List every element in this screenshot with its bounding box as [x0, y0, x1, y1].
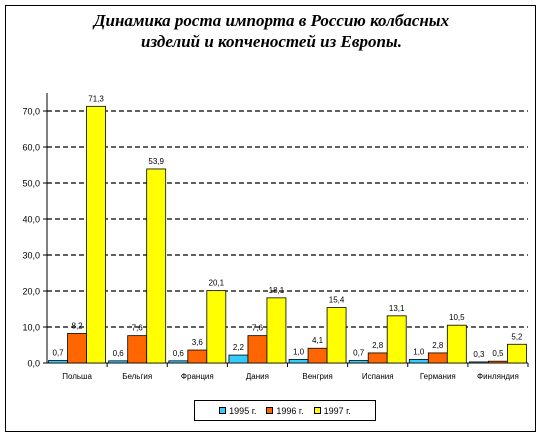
- legend-label-1996: 1996 г.: [276, 405, 304, 416]
- bar-1-0: [67, 333, 87, 364]
- bar-1-2: [187, 349, 208, 364]
- data-label-1-7: 0,5: [492, 349, 504, 358]
- data-label-1-6: 2,8: [432, 341, 444, 350]
- bar-0-1: [108, 360, 129, 364]
- data-label-0-1: 0,6: [113, 349, 125, 358]
- bar-2-2: [206, 290, 227, 364]
- category-label-1: Бельгия: [122, 372, 152, 381]
- y-tick-label-1: 10,0: [22, 323, 40, 333]
- legend-item-1995: 1995 г.: [219, 406, 256, 416]
- category-label-6: Германия: [420, 372, 456, 381]
- bar-1-1: [127, 335, 148, 364]
- data-label-2-3: 18,1: [269, 286, 285, 295]
- category-label-5: Испания: [362, 372, 394, 381]
- y-tick-label-2: 20,0: [22, 287, 40, 297]
- data-label-0-0: 0,7: [53, 348, 65, 357]
- bar-2-0: [86, 105, 106, 364]
- bar-0-3: [228, 354, 249, 364]
- legend-item-1996: 1996 г.: [266, 405, 304, 416]
- data-label-0-6: 1,0: [413, 347, 425, 356]
- category-label-7: Финляндия: [477, 372, 519, 381]
- y-tick-label-4: 40,0: [22, 215, 40, 225]
- bar-1-5: [367, 352, 388, 364]
- bar-2-4: [326, 307, 347, 364]
- data-label-2-4: 15,4: [329, 296, 345, 305]
- legend: 1995 г. 1996 г. 1997 г.: [194, 400, 376, 421]
- category-label-4: Венгрия: [302, 372, 332, 381]
- bar-1-4: [307, 347, 328, 364]
- bar-2-1: [146, 168, 167, 364]
- bar-0-6: [408, 358, 429, 364]
- data-label-2-1: 53,9: [148, 157, 164, 166]
- data-label-2-5: 13,1: [389, 304, 405, 313]
- data-label-1-4: 4,1: [312, 336, 324, 345]
- data-label-1-0: 8,2: [72, 321, 84, 330]
- y-tick-label-3: 30,0: [22, 251, 40, 261]
- chart-title: Динамика роста импорта в Россию колбасны…: [0, 10, 543, 52]
- legend-swatch-1996: [266, 407, 274, 414]
- legend-swatch-1995: [219, 407, 227, 414]
- data-label-0-4: 1,0: [293, 347, 305, 356]
- bar-1-3: [247, 335, 268, 364]
- data-label-1-1: 7,6: [132, 324, 144, 333]
- data-label-2-2: 20,1: [209, 279, 225, 288]
- category-label-2: Франция: [181, 372, 214, 381]
- bar-0-0: [48, 360, 68, 364]
- bar-0-4: [288, 358, 309, 364]
- chart-title-line-1: Динамика роста импорта в Россию колбасны…: [93, 11, 450, 30]
- data-label-2-6: 10,5: [449, 313, 465, 322]
- data-label-0-2: 0,6: [173, 349, 185, 358]
- y-tick-label-6: 60,0: [22, 143, 40, 153]
- bar-1-6: [427, 352, 448, 364]
- category-label-3: Дания: [246, 372, 269, 381]
- bar-2-6: [446, 324, 467, 364]
- category-label-0: Польша: [62, 372, 92, 381]
- bar-2-5: [386, 315, 407, 364]
- y-tick-label-5: 50,0: [22, 179, 40, 189]
- bar-0-7: [469, 361, 489, 364]
- bar-1-7: [488, 360, 508, 364]
- legend-swatch-1997: [313, 407, 321, 414]
- legend-label-1997: 1997 г.: [323, 405, 351, 416]
- legend-item-1997: 1997 г.: [313, 405, 351, 416]
- data-label-0-5: 0,7: [353, 348, 365, 357]
- data-label-2-0: 71,3: [88, 94, 104, 103]
- data-label-2-7: 5,2: [511, 332, 523, 341]
- chart-title-line-2: изделий и копченостей из Европы.: [141, 32, 402, 51]
- data-label-1-2: 3,6: [192, 338, 204, 347]
- bar-0-5: [348, 360, 369, 364]
- data-label-0-3: 2,2: [233, 343, 245, 352]
- y-tick-label-0: 0,0: [27, 359, 40, 369]
- bar-0-2: [168, 360, 189, 364]
- data-label-1-3: 7,6: [252, 324, 264, 333]
- data-label-0-7: 0,3: [473, 350, 485, 359]
- y-tick-label-7: 70,0: [22, 107, 40, 117]
- legend-label-1995: 1995 г.: [229, 405, 257, 416]
- bar-2-3: [266, 297, 287, 364]
- data-label-1-5: 2,8: [372, 341, 384, 350]
- bar-2-7: [507, 343, 527, 364]
